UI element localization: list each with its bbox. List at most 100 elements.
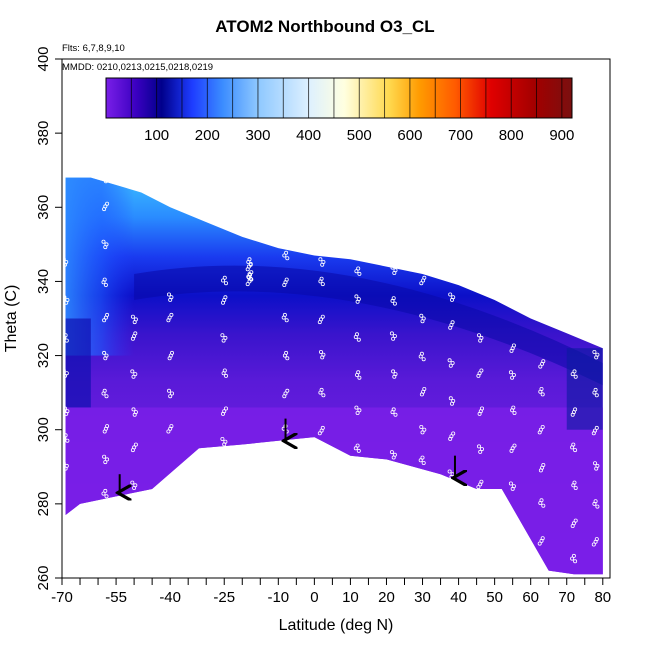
observation-point — [573, 448, 578, 453]
observation-point — [421, 278, 426, 283]
observation-point — [570, 412, 575, 417]
observation-point — [450, 360, 455, 365]
observation-point — [104, 394, 109, 399]
x-tick-label: -40 — [159, 589, 181, 606]
observation-point — [538, 500, 543, 505]
observation-point — [103, 282, 108, 287]
observation-point — [282, 282, 287, 287]
field-troposphere — [65, 407, 603, 575]
observation-point — [509, 448, 514, 453]
observation-point — [512, 410, 517, 415]
observation-point — [245, 282, 250, 287]
observation-point — [63, 466, 68, 471]
colorbar-tick-label: 300 — [245, 127, 270, 144]
observation-point — [594, 355, 599, 360]
flights-note: Flts: 6,7,8,9,10 — [62, 43, 125, 54]
observation-point — [101, 391, 106, 396]
observation-point — [246, 275, 251, 280]
observation-point — [282, 353, 287, 358]
observation-point — [354, 372, 359, 377]
observation-point — [62, 295, 67, 300]
observation-point — [354, 405, 359, 410]
observation-point — [356, 448, 361, 453]
observation-point — [320, 262, 325, 267]
observation-point — [101, 239, 106, 244]
observation-point — [392, 270, 397, 275]
x-tick-label: 10 — [342, 589, 359, 606]
observation-point — [539, 538, 544, 543]
observation-point — [419, 313, 424, 318]
observation-point — [132, 485, 137, 490]
colorbar-tick-label: 700 — [448, 127, 473, 144]
observation-point — [103, 460, 108, 465]
observation-point — [105, 201, 110, 206]
x-tick-label: 40 — [450, 589, 467, 606]
y-tick-label: 360 — [35, 195, 52, 220]
observation-point — [421, 460, 426, 465]
observation-point — [447, 358, 452, 363]
observation-point — [476, 444, 481, 449]
x-tick-label: 80 — [594, 589, 611, 606]
observation-point — [223, 281, 228, 286]
observation-point — [103, 488, 108, 493]
y-tick-label: 340 — [35, 269, 52, 294]
observation-point — [356, 266, 361, 271]
observation-point — [595, 504, 600, 509]
observation-point — [130, 448, 135, 453]
observation-point — [391, 336, 396, 341]
colorbar-tick-label: 200 — [195, 127, 220, 144]
colorbar-tick-label: 600 — [397, 127, 422, 144]
observation-point — [103, 356, 108, 361]
dates-note: MMDD: 0210,0213,0215,0218,0219 — [62, 62, 214, 73]
observation-point — [538, 364, 543, 369]
observation-point — [61, 257, 66, 262]
observation-point — [392, 301, 397, 306]
observation-point — [393, 412, 398, 417]
observation-point — [102, 318, 107, 323]
observation-point — [62, 335, 67, 340]
observation-point — [284, 318, 289, 323]
observation-point — [317, 320, 322, 325]
x-tick-label: 30 — [414, 589, 431, 606]
x-tick-label: -10 — [267, 589, 289, 606]
observation-point — [390, 298, 395, 303]
observation-point — [573, 518, 578, 523]
observation-point — [105, 457, 110, 462]
observation-point — [320, 282, 325, 287]
observation-point — [420, 430, 425, 435]
flight-arrows — [120, 418, 455, 493]
observation-point — [246, 259, 251, 264]
observation-point — [537, 430, 542, 435]
observation-point — [166, 388, 171, 393]
observation-point — [321, 393, 326, 398]
colorbar: 100 200 300 400 500 600 700 800 900 — [105, 77, 574, 144]
observation-point — [510, 375, 515, 380]
observation-point — [356, 337, 361, 342]
observation-point — [391, 369, 396, 374]
observation-point — [168, 394, 173, 399]
observation-point — [477, 411, 482, 416]
y-tick-label: 260 — [35, 565, 52, 590]
observation-point — [64, 300, 69, 305]
colorbar-tick-label: 900 — [549, 127, 574, 144]
observation-point — [355, 299, 360, 304]
observation-point — [62, 435, 67, 440]
observation-point — [282, 394, 287, 399]
observation-point — [132, 412, 137, 417]
observation-point — [133, 442, 138, 447]
observation-point — [421, 357, 426, 362]
observation-point — [63, 406, 68, 411]
observation-point — [354, 294, 359, 299]
observation-point — [390, 265, 395, 270]
observation-point — [509, 348, 514, 353]
observation-point — [166, 318, 171, 323]
observation-point — [391, 455, 396, 460]
observation-point — [61, 368, 66, 373]
x-tick-label: -70 — [51, 589, 73, 606]
plot-frame — [61, 58, 611, 579]
observation-point — [220, 411, 225, 416]
observation-point — [103, 315, 108, 320]
observation-point — [320, 314, 325, 319]
observation-point — [540, 392, 545, 397]
